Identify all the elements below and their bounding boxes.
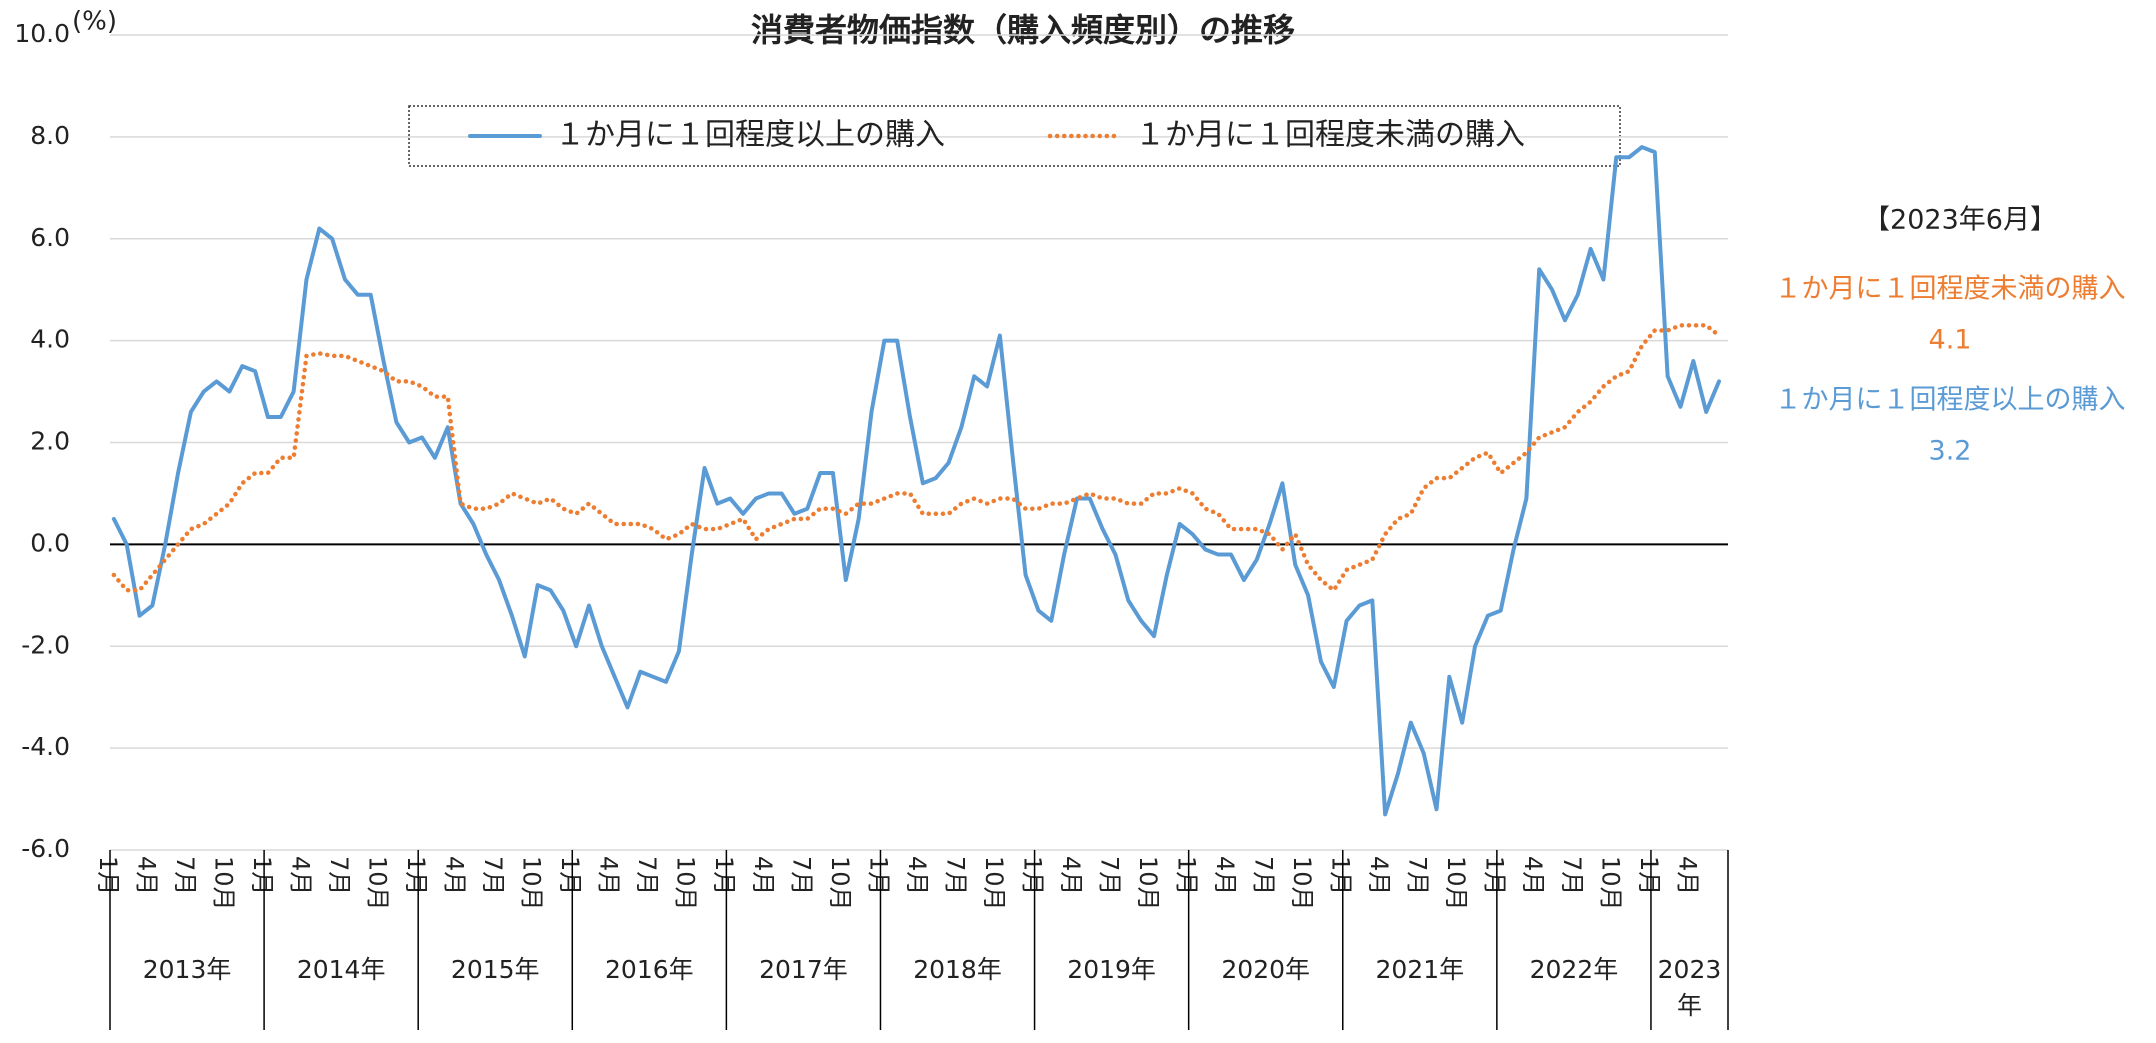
x-tick-label: 4月 <box>595 856 623 895</box>
x-tick-label: 1月 <box>1635 856 1663 895</box>
x-tick-label: 7月 <box>787 856 815 895</box>
x-group-label: 2016年 <box>605 955 694 984</box>
x-tick-label: 1月 <box>1173 856 1201 895</box>
y-tick-label: -2.0 <box>21 630 70 659</box>
x-group-label: 2022年 <box>1529 955 1619 984</box>
x-tick-label: 1月 <box>1327 856 1355 895</box>
x-tick-label: 7月 <box>1404 856 1432 895</box>
annotation-label: １か月に１回程度未満の購入 <box>1775 274 2126 305</box>
x-tick-label: 7月 <box>941 856 969 895</box>
annotation-value: 3.2 <box>1929 436 1972 467</box>
x-tick-label: 7月 <box>1095 856 1123 895</box>
x-tick-label: 4月 <box>1057 856 1085 895</box>
x-tick-label: 1月 <box>710 856 738 895</box>
x-tick-label: 10月 <box>1596 856 1624 911</box>
x-tick-label: 7月 <box>171 856 199 895</box>
x-group-label: 2019年 <box>1067 955 1156 984</box>
x-tick-label: 4月 <box>1365 856 1393 895</box>
y-tick-label: 10.0 <box>14 19 70 48</box>
x-group-label: 2023年 <box>1657 955 1722 1020</box>
x-tick-label: 1月 <box>94 856 122 895</box>
x-tick-label: 10月 <box>826 856 854 911</box>
x-group-label: 2021年 <box>1375 955 1465 984</box>
x-tick-label: 10月 <box>980 856 1008 911</box>
x-tick-label: 4月 <box>1519 856 1547 895</box>
x-tick-label: 4月 <box>132 856 160 895</box>
x-tick-label: 7月 <box>479 856 507 895</box>
y-tick-label: 8.0 <box>30 121 70 150</box>
y-tick-label: 2.0 <box>30 427 70 456</box>
x-tick-label: 1月 <box>248 856 276 895</box>
x-group-label: 2015年 <box>450 955 540 984</box>
annotation-label: １か月に１回程度以上の購入 <box>1775 385 2126 416</box>
y-tick-label: 0.0 <box>30 528 70 557</box>
x-tick-label: 1月 <box>1481 856 1509 895</box>
x-tick-label: 4月 <box>441 856 469 895</box>
x-tick-label: 10月 <box>1442 856 1470 911</box>
x-tick-label: 10月 <box>364 856 392 911</box>
x-tick-label: 4月 <box>749 856 777 895</box>
x-tick-label: 1月 <box>556 856 584 895</box>
annotation-title: 【2023年6月】 <box>1863 205 2057 236</box>
y-tick-label: -4.0 <box>21 732 70 761</box>
y-tick-label: 4.0 <box>30 325 70 354</box>
x-group-label: 2020年 <box>1221 955 1311 984</box>
x-tick-label: 10月 <box>518 856 546 911</box>
legend-box <box>408 105 1621 167</box>
x-tick-label: 10月 <box>209 856 237 911</box>
legend-label: １か月に１回程度未満の購入 <box>1135 118 1525 153</box>
series-line <box>111 145 1722 817</box>
x-tick-label: 4月 <box>286 856 314 895</box>
series-line <box>111 323 1722 593</box>
annotation-value: 4.1 <box>1929 325 1972 356</box>
x-tick-label: 1月 <box>402 856 430 895</box>
y-unit: (%) <box>72 7 117 37</box>
x-tick-label: 4月 <box>1211 856 1239 895</box>
x-tick-label: 7月 <box>1558 856 1586 895</box>
chart-title: 消費者物価指数（購入頻度別）の推移 <box>751 11 1295 49</box>
x-tick-label: 10月 <box>1134 856 1162 911</box>
x-tick-label: 4月 <box>1673 856 1701 895</box>
x-tick-label: 1月 <box>864 856 892 895</box>
x-tick-label: 7月 <box>325 856 353 895</box>
x-group-label: 2014年 <box>296 955 386 984</box>
x-group-label: 2017年 <box>759 955 848 984</box>
x-tick-label: 10月 <box>672 856 700 911</box>
x-group-label: 2018年 <box>913 955 1002 984</box>
y-tick-label: -6.0 <box>21 834 70 863</box>
x-group-label: 2013年 <box>142 955 232 984</box>
legend-label: １か月に１回程度以上の購入 <box>555 118 945 153</box>
y-tick-label: 6.0 <box>30 223 70 252</box>
x-tick-label: 4月 <box>903 856 931 895</box>
x-tick-label: 7月 <box>1250 856 1278 895</box>
x-tick-label: 10月 <box>1288 856 1316 911</box>
x-tick-label: 1月 <box>1018 856 1046 895</box>
x-tick-label: 7月 <box>633 856 661 895</box>
